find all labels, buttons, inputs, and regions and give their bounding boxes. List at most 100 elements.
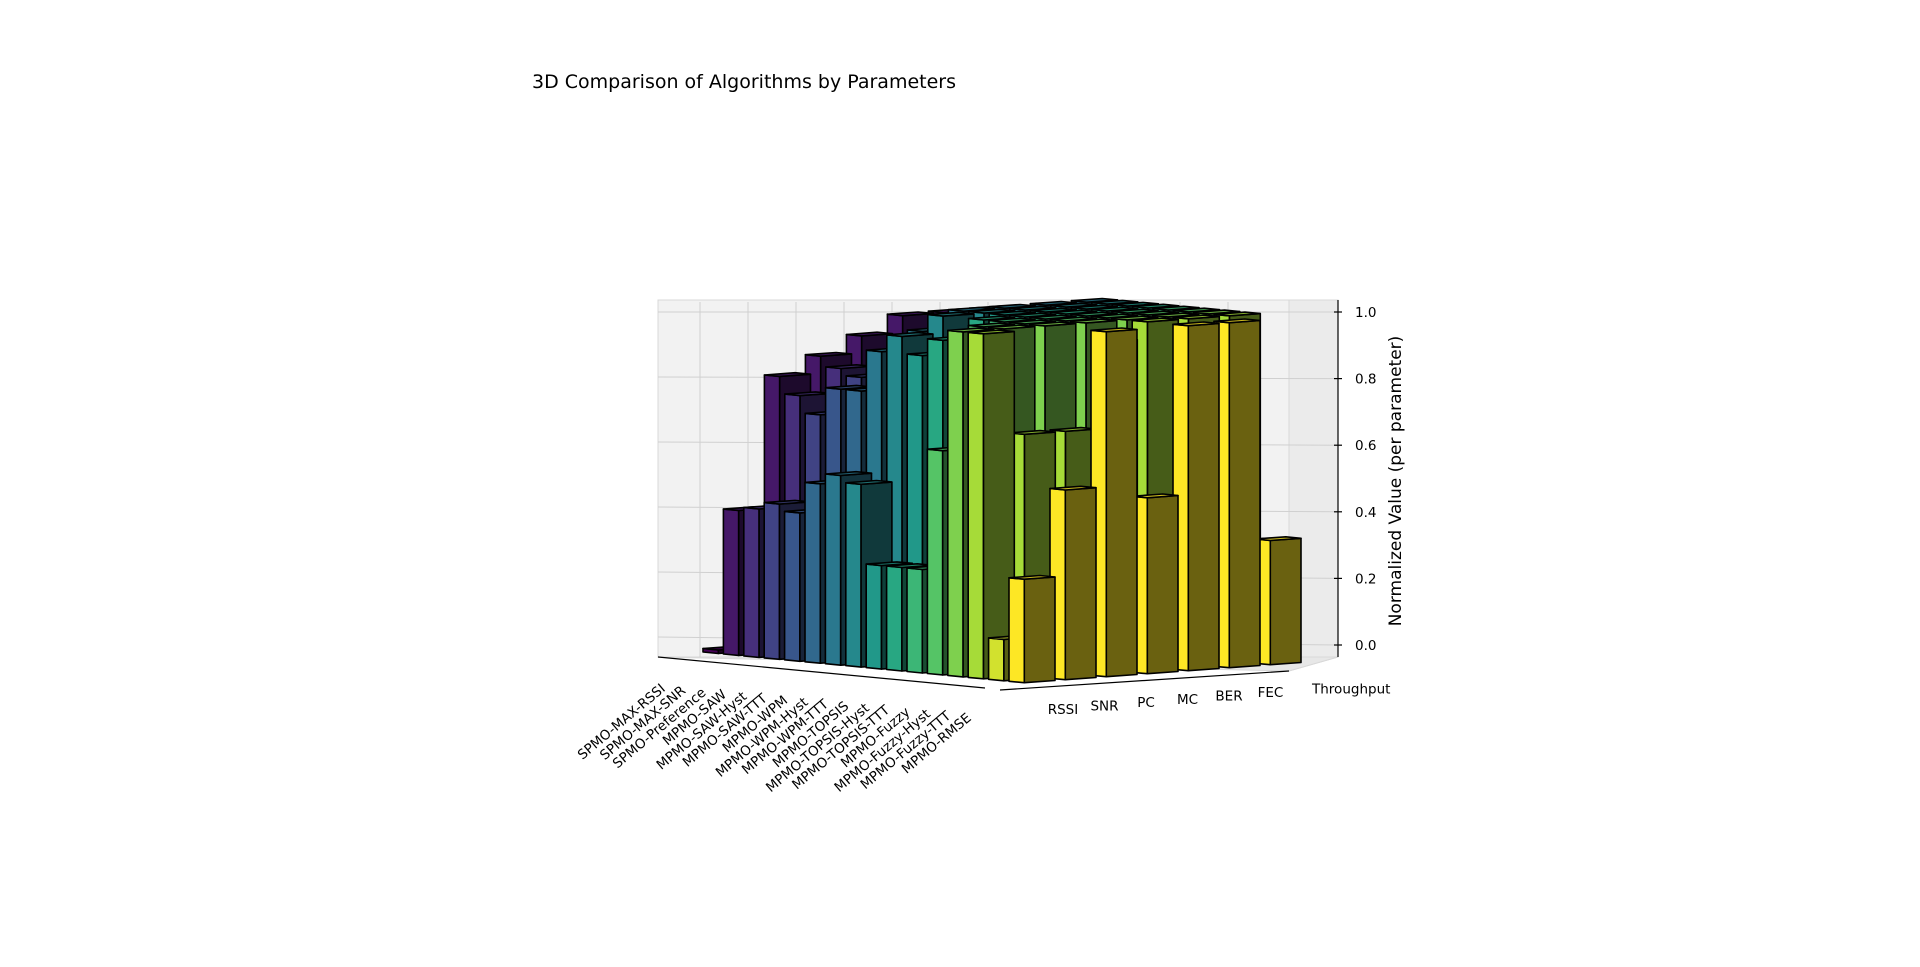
bar-mpmo-rmse-pc <box>1090 327 1138 678</box>
bar-top-face <box>1029 300 1078 307</box>
bar-top-face <box>804 351 853 358</box>
bar-top-face <box>1008 312 1057 318</box>
bar-top-face <box>1131 317 1180 323</box>
bar-mpmo-rmse-ber <box>1172 321 1220 672</box>
bar-top-face <box>946 327 995 333</box>
bar-top-face <box>1193 309 1241 315</box>
bar-top-face <box>824 470 873 477</box>
bar-top-face <box>844 479 893 486</box>
parameter-axis-ticks: RSSI SNR PC MC BER FEC Throughput <box>1048 682 1391 718</box>
bar-top-face <box>988 310 1037 316</box>
value-tick-label: 0.6 <box>1355 438 1376 454</box>
bar-top-face <box>947 306 996 313</box>
bar-front-face <box>844 481 862 668</box>
bar-front-face <box>967 331 985 680</box>
value-axis-label: Normalized Value (per parameter) <box>1386 336 1406 627</box>
bar-top-face <box>1049 485 1097 491</box>
bar-side-face <box>1023 576 1056 684</box>
bar-front-face <box>783 510 801 663</box>
bar-front-face <box>804 481 822 665</box>
bar-top-face <box>1029 307 1078 313</box>
bar-top-face <box>1070 304 1119 310</box>
bar-top-face <box>1008 429 1057 436</box>
chart-title: 3D Comparison of Algorithms by Parameter… <box>532 71 956 93</box>
bar-front-face <box>987 637 1005 682</box>
bar-mpmo-rmse-snr <box>1049 485 1097 681</box>
bar-top-face <box>926 311 975 317</box>
bar-side-face <box>1269 537 1302 666</box>
value-axis-ticks: 0.0 0.2 0.4 0.6 0.8 1.0 <box>1334 305 1376 654</box>
bar-top-face <box>1152 312 1200 318</box>
bar-front-face <box>722 508 740 657</box>
bar-top-face <box>1070 311 1118 317</box>
parameter-tick-label: Throughput <box>1311 682 1390 698</box>
bar-top-face <box>1008 305 1057 311</box>
bar-top-face <box>967 329 1016 335</box>
value-tick-label: 0.2 <box>1355 571 1376 587</box>
bar-top-face <box>1049 309 1098 315</box>
bar-top-face <box>1090 327 1138 333</box>
bar-side-face <box>1228 319 1261 669</box>
bar-top-face <box>865 561 914 567</box>
value-tick-label: 0.0 <box>1355 638 1376 654</box>
bar-top-face <box>1091 299 1139 305</box>
bar-side-face <box>1105 328 1138 678</box>
bar-top-face <box>1070 297 1119 304</box>
algorithm-axis-line <box>657 656 986 689</box>
parameter-tick-label: MC <box>1177 692 1198 708</box>
bar-top-face <box>885 331 934 338</box>
bar-top-face <box>1172 321 1220 327</box>
bar-front-face <box>906 567 924 674</box>
bar-front-face <box>946 329 964 678</box>
bar-top-face <box>1172 314 1221 320</box>
bar-mpmo-fuzzy-hyst-rssi <box>967 329 1016 680</box>
value-tick-label: 0.4 <box>1355 505 1376 521</box>
bar-front-face <box>926 448 944 676</box>
bar-top-face <box>1213 311 1262 317</box>
bar-front-face <box>742 506 760 659</box>
bar-mpmo-rmse-rssi <box>1008 574 1056 684</box>
bar-top-face <box>1111 315 1159 321</box>
bar-top-face <box>1050 302 1098 308</box>
parameter-tick-label: RSSI <box>1048 702 1079 718</box>
bar-top-face <box>763 371 812 378</box>
bars-layer <box>702 297 1302 684</box>
bar-side-face <box>1187 322 1220 672</box>
bar-top-face <box>967 308 1016 314</box>
value-tick-label: 1.0 <box>1355 305 1376 321</box>
parameter-tick-label: PC <box>1137 695 1155 711</box>
bar-top-face <box>1111 301 1160 307</box>
bar-top-face <box>987 324 1036 330</box>
bar-front-face <box>763 501 781 661</box>
bar-front-face <box>1008 576 1026 684</box>
bar-top-face <box>1131 303 1180 309</box>
bar-side-face <box>1064 486 1097 681</box>
bar-mpmo-rmse-throughput <box>1254 535 1302 666</box>
algorithm-axis-ticks: SPMO-MAX-RSSISPMO-MAX-SNRSPMO-Preference… <box>575 681 975 796</box>
bar-top-face <box>1254 535 1302 542</box>
bar-top-face <box>1152 305 1200 311</box>
parameter-axis-line <box>999 670 1290 691</box>
value-tick-label: 0.8 <box>1355 372 1376 388</box>
bar-top-face <box>1213 318 1261 324</box>
bar-top-face <box>1029 314 1077 320</box>
parameter-tick-label: BER <box>1215 688 1242 704</box>
bar-top-face <box>988 303 1037 310</box>
bar-front-face <box>865 563 883 670</box>
bar-front-face <box>885 565 903 672</box>
bar-mpmo-rmse-fec <box>1213 318 1261 669</box>
bar-top-face <box>1008 574 1056 581</box>
bar-top-face <box>1070 318 1118 324</box>
bar-mpmo-rmse-mc <box>1131 493 1179 675</box>
bar-top-face <box>1090 306 1139 312</box>
bar-top-face <box>988 317 1036 323</box>
bar-top-face <box>1111 308 1159 314</box>
bar-top-face <box>1029 321 1077 327</box>
parameter-tick-label: SNR <box>1090 699 1118 715</box>
bar-side-face <box>1146 494 1179 675</box>
bar-front-face <box>824 473 842 667</box>
bar-top-face <box>967 315 1016 321</box>
bar-top-face <box>1131 493 1179 499</box>
parameter-tick-label: FEC <box>1258 685 1284 701</box>
